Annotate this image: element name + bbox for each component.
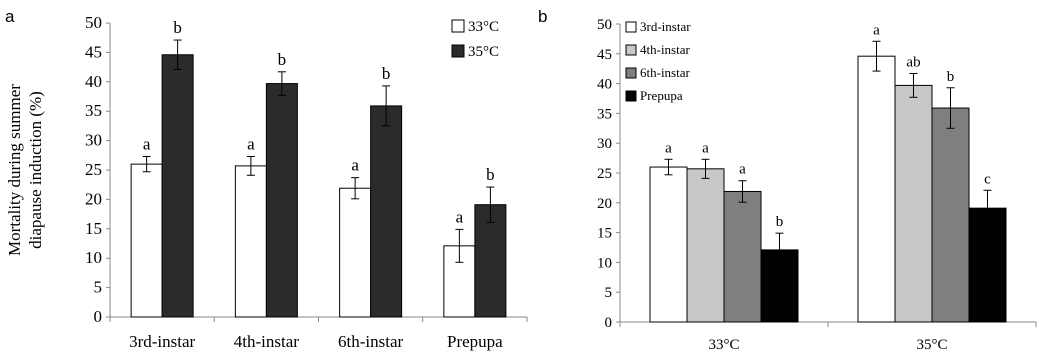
y-tick-label: 0 [605,315,613,331]
legend-swatch [625,67,637,79]
chart-a: 0 5 10 15 20 25 30 35 40 45 50 3rd-instar 4th-instar… [5,13,528,351]
y-tick-label: 10 [597,255,612,271]
y-tick-label: 25 [597,166,612,182]
y-tick-label: 20 [597,196,612,212]
x-tick-label: 35°C [916,337,947,353]
bar [370,105,403,318]
legend-label: 3rd-instar [640,19,691,34]
significance-letter: ab [906,54,920,70]
y-tick-label: 0 [94,307,103,326]
y-axis-title: Mortality during summer diapause inductio… [5,84,45,256]
y-tick-label: 15 [85,219,102,238]
significance-letter: c [984,171,991,187]
bar [857,55,896,323]
x-tick-label: 33°C [708,337,739,353]
x-tick-label: 4th-instar [234,332,299,351]
significance-letter: a [456,207,464,226]
bar [649,166,688,323]
panel-a-label: a [5,7,15,26]
y-tick-label: 40 [597,77,612,93]
y-axis-title-line: Mortality during summer [5,84,24,256]
y-tick-label: 45 [85,42,102,61]
y-tick-label: 45 [597,47,612,63]
legend-swatch [625,90,637,102]
bar [234,165,267,318]
legend-swatch [451,19,465,33]
bar [265,83,298,318]
bar [968,207,1007,323]
panel-b-label: b [538,7,547,26]
bar [686,168,725,323]
significance-letter: b [776,214,784,230]
y-tick-label: 30 [597,136,612,152]
x-tick-label: 3rd-instar [129,332,195,351]
significance-letter: b [486,165,495,184]
bar [931,107,970,323]
legend-swatch [625,21,637,33]
x-tick-label: 6th-instar [338,332,403,351]
legend-swatch [451,44,465,58]
y-tick-label: 15 [597,226,612,242]
y-tick-label: 20 [85,189,102,208]
significance-letter: a [702,140,709,156]
significance-letter: a [351,156,359,175]
significance-letter: a [873,22,880,38]
y-tick-label: 30 [85,131,102,150]
y-tick-label: 25 [85,160,102,179]
y-tick-label: 5 [605,285,613,301]
y-tick-label: 40 [85,72,102,91]
bar [130,163,163,318]
significance-letter: b [278,50,287,69]
y-axis-title-line: diapause induction (%) [26,91,45,249]
bar [161,54,194,318]
significance-letter: b [173,18,182,37]
bar [894,84,933,323]
bar [723,190,762,323]
y-tick-label: 50 [597,17,612,33]
significance-letter: a [665,140,672,156]
bar [339,187,372,318]
significance-letter: a [739,162,746,178]
bar [474,204,507,318]
y-tick-label: 35 [85,101,102,120]
y-tick-label: 35 [597,106,612,122]
legend-label: 35°C [468,44,499,60]
significance-letter: a [247,134,255,153]
significance-letter: b [382,64,391,83]
legend-label: 6th-instar [640,65,690,80]
legend-label: 4th-instar [640,42,690,57]
y-tick-label: 5 [94,278,103,297]
y-tick-label: 50 [85,13,102,32]
significance-letter: a [143,134,151,153]
x-tick-label: Prepupa [447,332,503,351]
legend-label: Prepupa [640,88,683,103]
legend-swatch [625,44,637,56]
y-tick-label: 10 [85,248,102,267]
legend-label: 33°C [468,19,499,35]
significance-letter: b [947,69,955,85]
